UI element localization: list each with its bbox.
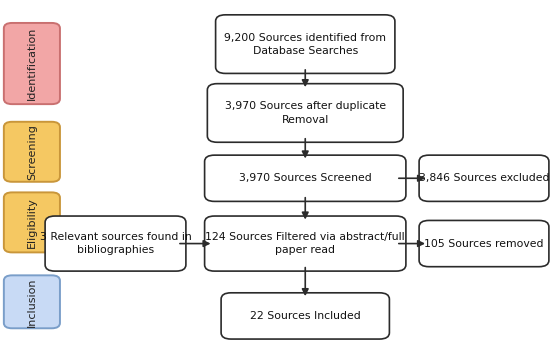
FancyBboxPatch shape bbox=[4, 23, 60, 104]
FancyBboxPatch shape bbox=[205, 155, 406, 201]
Text: 124 Sources Filtered via abstract/full
paper read: 124 Sources Filtered via abstract/full p… bbox=[206, 232, 405, 255]
FancyBboxPatch shape bbox=[419, 155, 549, 201]
FancyBboxPatch shape bbox=[4, 192, 60, 252]
Text: 3,970 Sources Screened: 3,970 Sources Screened bbox=[239, 173, 372, 183]
Text: Eligibility: Eligibility bbox=[27, 197, 37, 248]
Text: Inclusion: Inclusion bbox=[27, 277, 37, 327]
FancyBboxPatch shape bbox=[207, 84, 403, 142]
Text: 3 Relevant sources found in
bibliographies: 3 Relevant sources found in bibliographi… bbox=[40, 232, 191, 255]
Text: 105 Sources removed: 105 Sources removed bbox=[424, 239, 544, 249]
Text: 22 Sources Included: 22 Sources Included bbox=[250, 311, 361, 321]
Text: 3,970 Sources after duplicate
Removal: 3,970 Sources after duplicate Removal bbox=[225, 101, 386, 125]
FancyBboxPatch shape bbox=[205, 216, 406, 271]
FancyBboxPatch shape bbox=[4, 275, 60, 328]
FancyBboxPatch shape bbox=[45, 216, 186, 271]
FancyBboxPatch shape bbox=[221, 293, 389, 339]
Text: 9,200 Sources identified from
Database Searches: 9,200 Sources identified from Database S… bbox=[224, 32, 386, 56]
FancyBboxPatch shape bbox=[4, 122, 60, 182]
Text: Screening: Screening bbox=[27, 124, 37, 180]
FancyBboxPatch shape bbox=[419, 220, 549, 267]
FancyBboxPatch shape bbox=[216, 15, 395, 73]
Text: Identification: Identification bbox=[27, 27, 37, 100]
Text: 3,846 Sources excluded: 3,846 Sources excluded bbox=[419, 173, 549, 183]
